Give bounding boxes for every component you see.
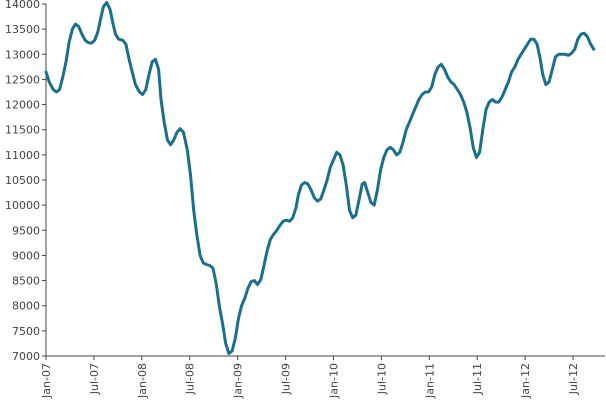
y-tick-label: 13500 <box>5 23 40 36</box>
x-tick-label: Jan-12 <box>519 363 532 399</box>
y-tick-label: 11000 <box>5 149 40 162</box>
x-tick-label: Jul-07 <box>88 363 101 395</box>
y-tick-label: 8500 <box>12 275 40 288</box>
x-tick-label: Jul-12 <box>567 363 580 395</box>
x-tick-label: Jul-08 <box>184 363 197 395</box>
x-tick-label: Jan-10 <box>327 363 340 399</box>
y-tick-label: 14000 <box>5 0 40 11</box>
x-tick-label: Jan-07 <box>40 363 53 399</box>
y-tick-label: 12500 <box>5 73 40 86</box>
x-tick-label: Jan-09 <box>232 363 245 399</box>
x-tick-label: Jan-11 <box>423 363 436 399</box>
x-tick-label: Jul-09 <box>280 363 293 395</box>
y-tick-label: 9500 <box>12 224 40 237</box>
y-tick-label: 13000 <box>5 48 40 61</box>
y-tick-label: 7500 <box>12 325 40 338</box>
plot-frame <box>42 4 605 360</box>
y-axis: 7000 7500 8000 8500 9000 9500 10000 10500 11000 1… <box>5 0 46 363</box>
series-line-0 <box>44 1 596 355</box>
y-tick-label: 10500 <box>5 174 40 187</box>
y-tick-label: 7000 <box>12 350 40 363</box>
series-group <box>44 1 596 355</box>
x-axis: Jan-07 Jul-07 Jan-08 Jul-08 Jan-09 Jul-09 Jan-… <box>40 356 580 399</box>
y-tick-label: 11500 <box>5 124 40 137</box>
y-tick-label: 10000 <box>5 199 40 212</box>
y-tick-label: 8000 <box>12 300 40 313</box>
y-tick-label: 9000 <box>12 249 40 262</box>
y-tick-label: 12000 <box>5 99 40 112</box>
x-tick-label: Jan-08 <box>136 363 149 399</box>
x-tick-label: Jul-11 <box>471 363 484 395</box>
x-tick-label: Jul-10 <box>375 363 388 395</box>
